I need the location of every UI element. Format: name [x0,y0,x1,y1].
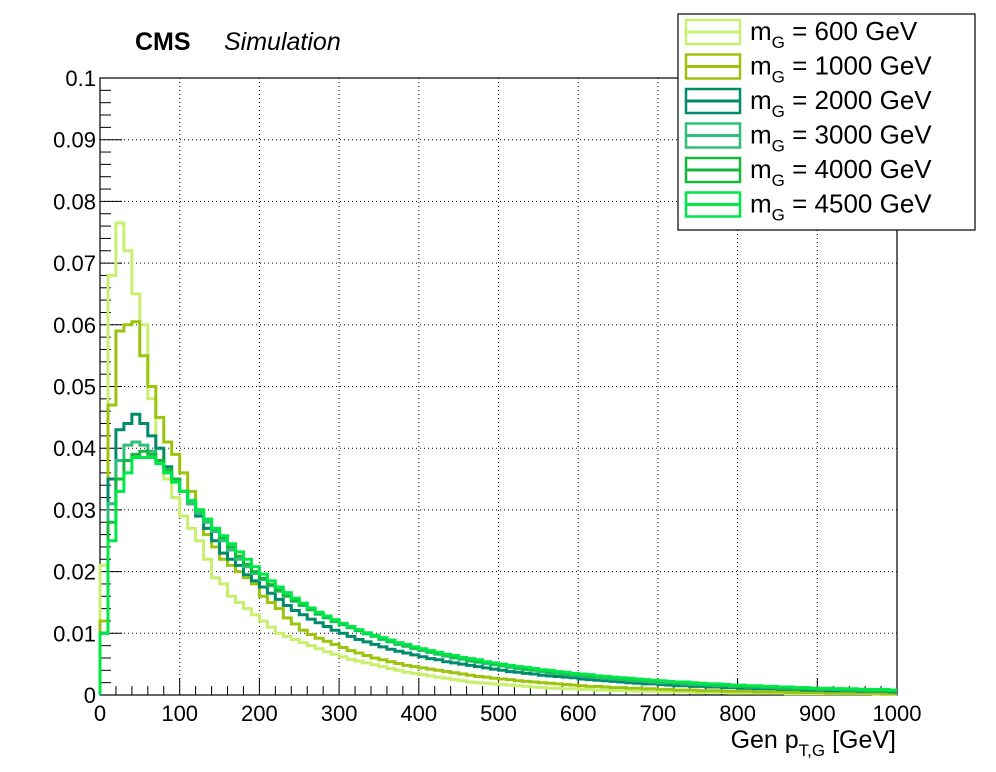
simulation-label: Simulation [224,28,341,56]
legend-label-symbol: m [750,189,772,219]
legend-label-sub: G [772,137,785,156]
y-tick-label: 0.09 [53,128,96,153]
x-tick-label: 1000 [873,701,922,726]
legend-label: mG = 600 GeV [750,16,918,52]
x-tick-label: 600 [560,701,597,726]
series-group [98,221,897,696]
legend-label-sub: G [772,206,785,225]
y-tick-label: 0 [84,683,96,708]
legend-label-symbol: m [750,16,772,46]
legend-label: mG = 3000 GeV [750,120,932,156]
x-tick-label: 300 [321,701,358,726]
y-tick-labels: 0 0.01 0.02 0.03 0.04 0.05 0.06 0.07 0.08 0.09 0.1 [53,66,96,708]
cms-label: CMS [135,28,191,56]
x-axis-title-unit: [GeV] [825,726,896,754]
series-line-3 [98,440,897,695]
x-tick-label: 200 [241,701,278,726]
legend-label: mG = 4500 GeV [750,189,932,225]
x-tick-label: 100 [161,701,198,726]
y-tick-label: 0.03 [53,498,96,523]
x-tick-label: 400 [400,701,437,726]
x-tick-label: 800 [719,701,756,726]
y-tick-label: 0.08 [53,189,96,214]
legend-label-symbol: m [750,120,772,150]
series-line-0 [98,221,897,696]
legend-label-rest: = 4500 GeV [785,189,932,219]
x-tick-label: 700 [640,701,677,726]
legend-label-rest: = 600 GeV [785,16,918,46]
x-axis-title-sub: T,G [799,741,825,760]
legend-label-rest: = 4000 GeV [785,154,932,184]
legend-label-rest: = 2000 GeV [785,85,932,115]
series-line-5 [98,456,897,695]
y-tick-label: 0.04 [53,436,96,461]
legend-label-symbol: m [750,51,772,81]
legend-label-sub: G [772,33,785,52]
legend-label-symbol: m [750,154,772,184]
y-tick-label: 0.1 [65,66,96,91]
y-tick-label: 0.01 [53,621,96,646]
series-line-1 [98,320,897,696]
legend-label-symbol: m [750,85,772,115]
legend-label-rest: = 1000 GeV [785,51,932,81]
y-tick-label: 0.02 [53,560,96,585]
legend-label-sub: G [772,102,785,121]
legend-label-sub: G [772,171,785,190]
y-tick-label: 0.07 [53,251,96,276]
x-tick-label: 0 [94,701,106,726]
x-axis-title-main: Gen p [731,726,799,754]
legend-box [677,13,976,231]
legend-label: mG = 4000 GeV [750,154,932,190]
x-tick-label: 500 [480,701,517,726]
y-tick-label: 0.05 [53,375,96,400]
legend-label: mG = 2000 GeV [750,85,932,121]
legend-label-sub: G [772,68,785,87]
x-tick-labels: 0 100 200 300 400 500 600 700 800 900 1000 [94,701,922,726]
legend-label: mG = 1000 GeV [750,51,932,87]
x-axis-title: Gen pT,G [GeV] [731,726,896,760]
legend-label-rest: = 3000 GeV [785,120,932,150]
y-tick-label: 0.06 [53,313,96,338]
x-tick-label: 900 [799,701,836,726]
